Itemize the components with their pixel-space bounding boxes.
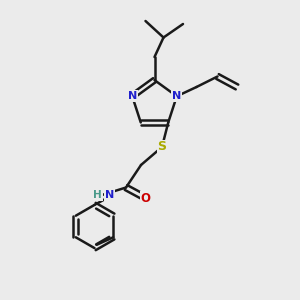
Text: N: N: [172, 91, 182, 101]
Text: N: N: [105, 190, 114, 200]
Text: N: N: [128, 91, 137, 101]
Text: O: O: [140, 191, 151, 205]
Text: H: H: [93, 190, 102, 200]
Text: S: S: [158, 140, 166, 154]
